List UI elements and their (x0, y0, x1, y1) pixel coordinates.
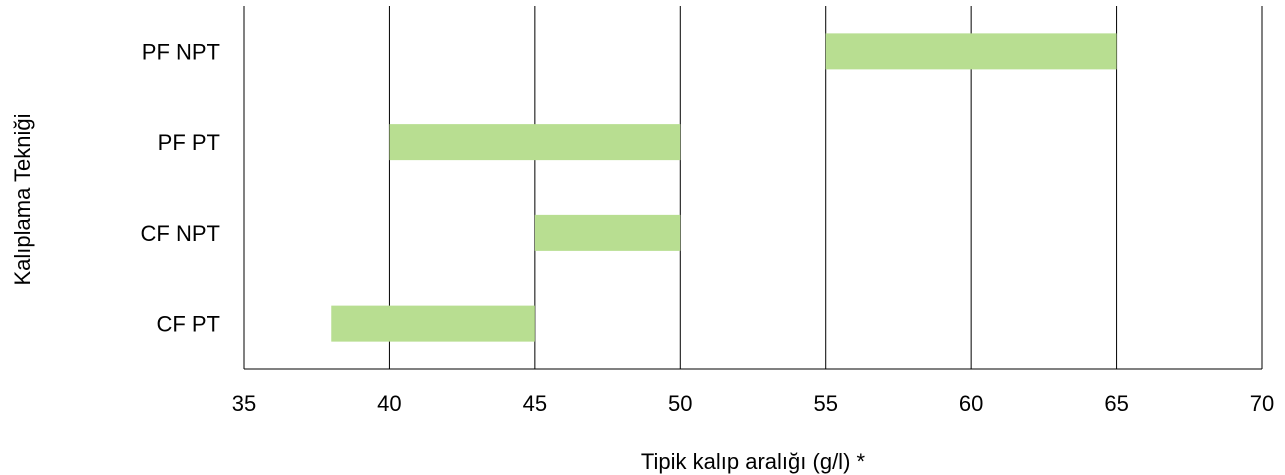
bar-cf-pt (331, 305, 535, 342)
x-tick-label: 45 (523, 391, 547, 416)
y-tick-label: CF PT (156, 312, 220, 337)
x-tick-labels: 35 40 45 50 55 60 65 70 (232, 391, 1274, 416)
axes (243, 6, 1262, 370)
x-tick-label: 50 (668, 391, 692, 416)
x-tick-label: 60 (959, 391, 983, 416)
y-tick-label: CF NPT (141, 221, 220, 246)
bar-cf-npt (534, 214, 681, 251)
bar-pf-npt (825, 33, 1117, 70)
x-tick-label: 70 (1250, 391, 1274, 416)
y-tick-labels: PF NPT PF PT CF NPT CF PT (141, 39, 220, 336)
range-bars (331, 33, 1117, 342)
x-tick-label: 65 (1104, 391, 1128, 416)
y-tick-label: PF PT (158, 130, 220, 155)
x-axis-title: Tipik kalıp aralığı (g/l) * (641, 449, 866, 474)
x-tick-label: 55 (813, 391, 837, 416)
y-axis-title: Kalıplama Tekniği (10, 113, 35, 285)
x-tick-label: 40 (377, 391, 401, 416)
y-tick-label: PF NPT (142, 39, 220, 64)
x-tick-label: 35 (232, 391, 256, 416)
bar-pf-pt (389, 124, 681, 161)
